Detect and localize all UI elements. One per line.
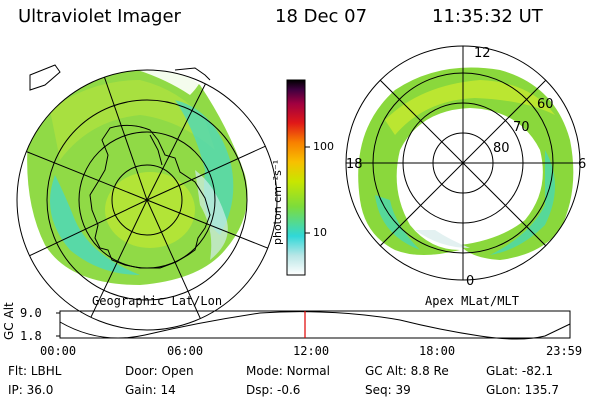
altitude-y-min: 1.8 <box>20 329 42 343</box>
colorbar <box>286 79 306 276</box>
colorbar-tick-100: 100 <box>313 140 334 153</box>
altitude-axis-label: GC Alt <box>2 302 16 340</box>
left-panel-caption: Geographic Lat/Lon <box>92 294 223 308</box>
mlat-label-70: 70 <box>513 120 530 135</box>
geographic-grid <box>16 64 278 331</box>
footer-flt: Flt: LBHL <box>8 364 62 378</box>
colorbar-tick-10: 10 <box>313 226 327 239</box>
mlt-label-18: 18 <box>346 157 363 172</box>
instrument-title: Ultraviolet Imager <box>18 6 181 27</box>
footer-gain: Gain: 14 <box>125 383 176 397</box>
footer-dsp: Dsp: -0.6 <box>246 383 301 397</box>
footer-door: Door: Open <box>125 364 194 378</box>
footer-ip: IP: 36.0 <box>8 383 54 397</box>
time-tick: 06:00 <box>167 344 204 358</box>
magnetic-map <box>358 67 574 260</box>
geographic-map <box>27 70 248 285</box>
footer-glat: GLat: -82.1 <box>486 364 553 378</box>
altitude-plot <box>56 310 571 340</box>
altitude-y-max: 9.0 <box>20 306 42 320</box>
mlat-label-80: 80 <box>493 141 510 156</box>
right-panel-caption: Apex MLat/MLT <box>425 294 519 308</box>
time-tick: 00:00 <box>40 344 77 358</box>
mlt-label-12: 12 <box>474 46 491 61</box>
magnetic-grid <box>345 45 581 281</box>
coastline <box>89 124 211 269</box>
mlt-label-0: 0 <box>466 274 475 289</box>
footer-gc-alt: GC Alt: 8.8 Re <box>365 364 449 378</box>
footer-mode: Mode: Normal <box>246 364 330 378</box>
date-label: 18 Dec 07 <box>275 6 368 27</box>
time-tick: 23:59 <box>546 344 583 358</box>
footer-glon: GLon: 135.7 <box>486 383 559 397</box>
colorbar-unit-label: photon cm⁻²s⁻¹ <box>271 159 284 245</box>
time-label: 11:35:32 UT <box>432 6 543 27</box>
footer-seq: Seq: 39 <box>365 383 411 397</box>
mlat-label-60: 60 <box>537 97 554 112</box>
time-tick: 18:00 <box>419 344 456 358</box>
mlt-label-6: 6 <box>578 157 587 172</box>
time-tick: 12:00 <box>293 344 330 358</box>
altitude-curve <box>59 311 571 340</box>
